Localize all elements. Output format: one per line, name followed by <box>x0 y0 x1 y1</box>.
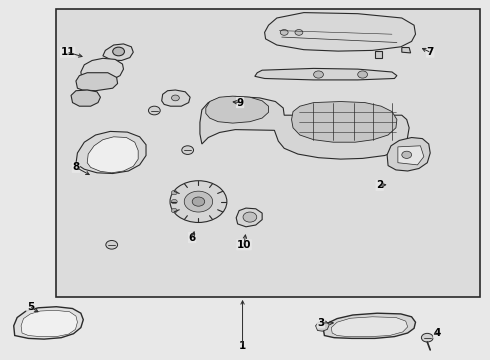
Text: 7: 7 <box>426 47 434 57</box>
Text: 2: 2 <box>376 180 383 190</box>
Polygon shape <box>200 96 409 159</box>
Polygon shape <box>103 44 133 60</box>
Circle shape <box>295 30 303 35</box>
Polygon shape <box>331 317 408 337</box>
Circle shape <box>182 146 194 154</box>
Polygon shape <box>402 48 411 53</box>
Text: 6: 6 <box>189 233 196 243</box>
Circle shape <box>192 197 205 206</box>
Polygon shape <box>236 208 262 227</box>
Circle shape <box>243 212 257 222</box>
Text: 8: 8 <box>73 162 79 172</box>
Polygon shape <box>323 313 416 338</box>
Circle shape <box>172 190 177 195</box>
Text: 5: 5 <box>27 302 34 312</box>
Circle shape <box>148 106 160 115</box>
Polygon shape <box>206 96 269 123</box>
Text: 1: 1 <box>239 341 246 351</box>
Circle shape <box>106 240 118 249</box>
Circle shape <box>184 191 213 212</box>
Polygon shape <box>76 73 118 91</box>
Circle shape <box>172 95 179 101</box>
Text: 9: 9 <box>237 98 244 108</box>
Polygon shape <box>255 68 397 80</box>
Polygon shape <box>14 307 83 339</box>
Circle shape <box>170 181 227 222</box>
Text: 4: 4 <box>433 328 441 338</box>
Polygon shape <box>316 321 329 331</box>
Polygon shape <box>21 310 77 337</box>
Circle shape <box>172 208 177 213</box>
Polygon shape <box>71 90 100 106</box>
Circle shape <box>280 30 288 35</box>
Polygon shape <box>265 13 416 51</box>
Polygon shape <box>387 138 430 171</box>
Polygon shape <box>398 146 424 165</box>
Text: 10: 10 <box>237 240 251 250</box>
Circle shape <box>172 199 177 204</box>
Circle shape <box>314 71 323 78</box>
Polygon shape <box>162 90 190 106</box>
Circle shape <box>402 151 412 158</box>
Polygon shape <box>87 137 138 173</box>
Text: 3: 3 <box>318 318 324 328</box>
Circle shape <box>113 47 124 56</box>
Bar <box>56 9 480 297</box>
Circle shape <box>358 71 368 78</box>
Polygon shape <box>375 51 382 58</box>
Circle shape <box>421 333 433 342</box>
Polygon shape <box>292 102 397 142</box>
Text: 11: 11 <box>60 47 75 57</box>
Polygon shape <box>76 131 146 174</box>
Polygon shape <box>81 58 123 83</box>
